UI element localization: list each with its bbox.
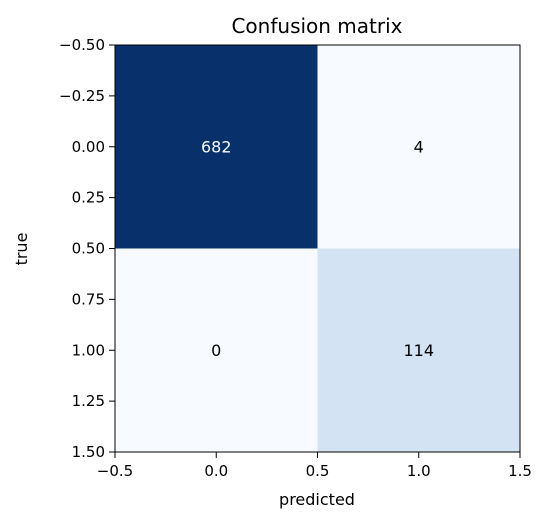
x-tick-label: 0.0: [204, 462, 228, 480]
x-tick-label: 1.0: [407, 462, 431, 480]
heatmap-cell-true-1-pred-1: [317, 248, 520, 452]
heatmap-cell-true-1-pred-0: [115, 248, 318, 452]
cell-value-label: 114: [403, 341, 434, 360]
y-tick-label: 0.00: [72, 138, 105, 156]
cell-value-label: 682: [201, 137, 232, 156]
x-axis-label: predicted: [279, 490, 355, 509]
y-tick-label: 1.50: [72, 443, 105, 461]
heatmap-cell-true-0-pred-1: [317, 45, 520, 249]
cell-value-label: 0: [211, 341, 221, 360]
chart-title: Confusion matrix: [231, 14, 402, 38]
heatmap-cell-labels: 682 4 0 114: [201, 137, 434, 360]
y-tick-label: 1.25: [72, 392, 105, 410]
y-tick-label: −0.50: [59, 36, 105, 54]
x-tick-label: 1.5: [508, 462, 532, 480]
y-tick-label: 0.75: [72, 290, 105, 308]
y-tick-label: 0.25: [72, 189, 105, 207]
y-tick-label: 0.50: [72, 240, 105, 258]
y-tick-label: 1.00: [72, 341, 105, 359]
cell-value-label: 4: [414, 137, 424, 156]
x-tick-label: −0.5: [97, 462, 133, 480]
heatmap-cells: [115, 45, 520, 452]
x-tick-label: 0.5: [306, 462, 330, 480]
x-axis-ticks: −0.5 0.0 0.5 1.0 1.5: [97, 452, 532, 480]
y-axis-ticks: −0.50 −0.25 0.00 0.25 0.50 0.75 1.00 1.25 1.50: [59, 36, 115, 461]
y-tick-label: −0.25: [59, 87, 105, 105]
y-axis-label: true: [12, 233, 31, 266]
heatmap-cell-true-0-pred-0: [115, 45, 318, 249]
